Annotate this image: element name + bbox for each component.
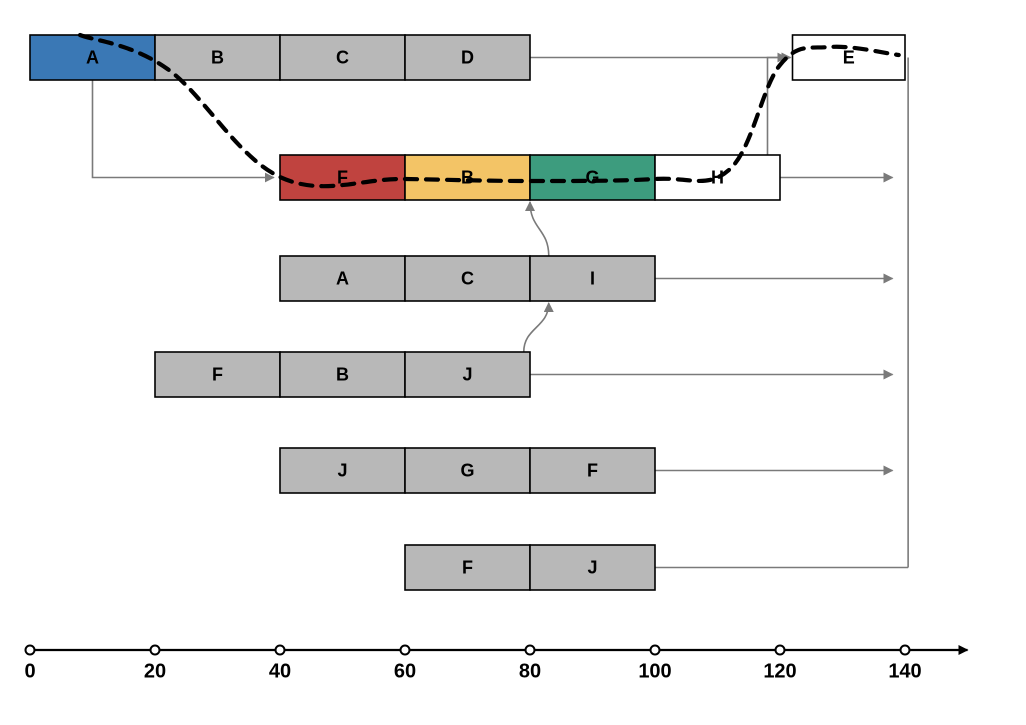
row3-to-row2-J — [524, 303, 549, 352]
block-label-J-row4: J — [337, 460, 347, 480]
axis-tick-40 — [276, 646, 285, 655]
block-label-A-row0: A — [86, 47, 99, 67]
block-label-F-row3: F — [212, 364, 223, 384]
axis-tick-60 — [401, 646, 410, 655]
axis-label-100: 100 — [638, 661, 671, 683]
block-label-A-row2: A — [336, 268, 349, 288]
axis-label-0: 0 — [24, 661, 35, 683]
axis-tick-120 — [776, 646, 785, 655]
axis-label-40: 40 — [269, 661, 291, 683]
block-label-J-row5: J — [587, 557, 597, 577]
axis-label-120: 120 — [763, 661, 796, 683]
axis-label-20: 20 — [144, 661, 166, 683]
axis-tick-20 — [151, 646, 160, 655]
axis-tick-80 — [526, 646, 535, 655]
block-label-J-row3: J — [462, 364, 472, 384]
block-label-F-row5: F — [462, 557, 473, 577]
block-label-E-row0: E — [843, 47, 855, 67]
row2-to-row1-I — [530, 202, 549, 256]
axis-label-80: 80 — [519, 661, 541, 683]
block-label-C-row0: C — [336, 47, 349, 67]
block-label-C-row2: C — [461, 268, 474, 288]
block-label-B-row0: B — [211, 47, 224, 67]
block-label-B-row3: B — [336, 364, 349, 384]
axis-label-140: 140 — [888, 661, 921, 683]
block-label-F-row4: F — [587, 460, 598, 480]
block-label-B-row1: B — [461, 167, 474, 187]
block-label-G-row4: G — [460, 460, 474, 480]
block-label-I-row2: I — [590, 268, 595, 288]
diagram-canvas: ABCDFBGHACIFBJJGFFJE020406080100120140 — [0, 0, 1026, 725]
axis-tick-140 — [901, 646, 910, 655]
block-label-G-row1: G — [585, 167, 599, 187]
axis-tick-0 — [26, 646, 35, 655]
axis-tick-100 — [651, 646, 660, 655]
A-to-F — [93, 80, 274, 178]
block-label-D-row0: D — [461, 47, 474, 67]
axis-label-60: 60 — [394, 661, 416, 683]
